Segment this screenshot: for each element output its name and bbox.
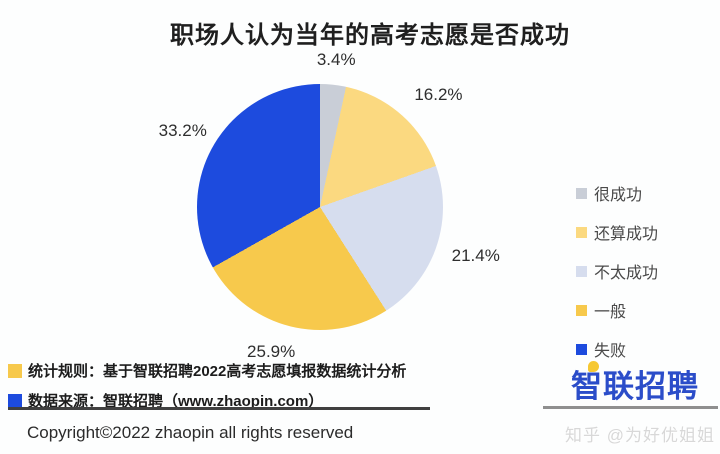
legend-color-swatch <box>576 226 587 238</box>
pie-slice-label: 3.4% <box>316 49 356 69</box>
logo-accent-dot <box>588 361 599 372</box>
legend-item: 不太成功 <box>576 259 658 283</box>
zhaopin-logo: 智联招聘 <box>571 361 699 404</box>
copyright-text: Copyright©2022 zhaopin all rights reserv… <box>27 423 354 442</box>
right-divider-line <box>543 406 718 409</box>
pie-slice-label: 33.2% <box>158 121 207 141</box>
source-notes: 统计规则：基于智联招聘2022高考志愿填报数据统计分析 数据来源：智联招聘（www… <box>8 360 406 411</box>
pie-slice-label: 25.9% <box>247 342 296 362</box>
legend-color-swatch <box>576 343 587 355</box>
watermark-text: 知乎 @为好优姐姐 <box>565 426 715 445</box>
note-bullet <box>8 363 22 378</box>
legend-label: 还算成功 <box>594 226 659 243</box>
legend-label: 很成功 <box>594 187 643 204</box>
note-text: 统计规则：基于智联招聘2022高考志愿填报数据统计分析 <box>28 363 407 380</box>
note-text: 数据来源：智联招聘（www.zhaopin.com） <box>28 393 324 410</box>
legend-label: 一般 <box>594 304 627 321</box>
logo-text: 智联招聘 <box>571 369 699 404</box>
page-title: 职场人认为当年的高考志愿是否成功 <box>170 22 570 49</box>
legend-item: 失败 <box>576 337 658 361</box>
legend-color-swatch <box>576 304 587 316</box>
note-row: 统计规则：基于智联招聘2022高考志愿填报数据统计分析 <box>8 360 406 381</box>
pie-slice-label: 16.2% <box>414 84 463 104</box>
note-bullet <box>8 393 22 408</box>
legend-color-swatch <box>576 187 587 199</box>
chart-legend: 很成功还算成功不太成功一般失败 <box>576 181 658 361</box>
pie-slice-label: 21.4% <box>451 246 500 266</box>
legend-label: 失败 <box>594 343 627 360</box>
note-row: 数据来源：智联招聘（www.zhaopin.com） <box>8 390 406 411</box>
legend-label: 不太成功 <box>594 265 659 282</box>
legend-item: 还算成功 <box>576 220 658 244</box>
legend-item: 很成功 <box>576 181 658 205</box>
legend-item: 一般 <box>576 298 658 322</box>
legend-color-swatch <box>576 265 587 277</box>
pie-chart <box>197 84 443 330</box>
left-divider-line <box>8 407 430 410</box>
